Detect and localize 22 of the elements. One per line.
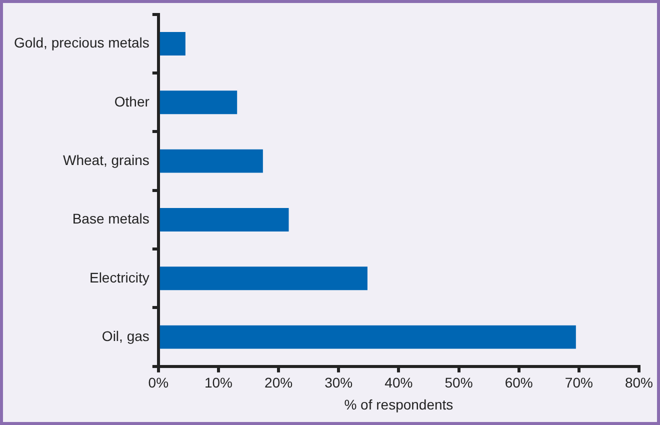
bar — [160, 90, 238, 114]
x-tick-label: 70% — [564, 374, 593, 391]
y-tick-label: Electricity — [89, 269, 150, 286]
x-tick-label: 50% — [444, 374, 473, 391]
x-tick-label: 80% — [624, 374, 654, 391]
x-tick-label: 10% — [204, 374, 232, 391]
bar — [160, 149, 263, 173]
bar — [160, 266, 368, 290]
x-tick-label: 0% — [148, 374, 169, 391]
bar — [160, 208, 289, 232]
y-tick-label: Oil, gas — [102, 328, 150, 344]
y-tick-label: Other — [114, 93, 150, 110]
y-tick-label: Base metals — [72, 210, 150, 227]
y-tick-label: Wheat, grains — [63, 152, 150, 168]
x-tick-label: 30% — [324, 374, 353, 391]
x-tick-label: 60% — [504, 374, 533, 391]
bar — [160, 32, 186, 56]
x-tick-label: 40% — [384, 374, 413, 391]
bar — [160, 325, 576, 349]
x-axis-title: % of respondents — [344, 396, 454, 412]
y-tick-label: Gold, precious metals — [14, 34, 150, 51]
x-tick-label: 20% — [264, 374, 293, 391]
